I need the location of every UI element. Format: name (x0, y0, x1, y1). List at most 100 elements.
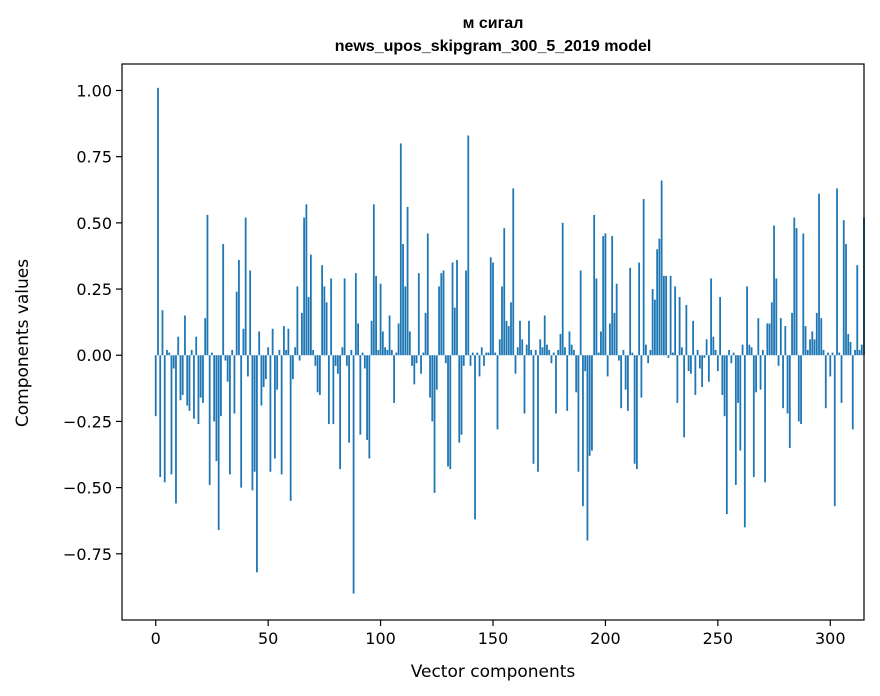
bar-307 (845, 244, 847, 356)
y-tick-label-6: 0.75 (76, 148, 112, 167)
bar-66 (303, 217, 306, 356)
bar-292 (811, 331, 814, 356)
bar-165 (525, 344, 528, 356)
bar-125 (435, 355, 438, 390)
bar-58 (285, 349, 288, 356)
bar-42 (249, 270, 252, 356)
bar-168 (532, 355, 535, 464)
bar-90 (357, 323, 359, 356)
y-tick-label-0: −0.75 (63, 545, 112, 564)
bar-106 (393, 355, 395, 403)
bar-107 (395, 352, 398, 356)
bar-278 (779, 318, 782, 356)
bar-69 (309, 254, 312, 356)
bar-76 (325, 302, 328, 356)
bar-275 (773, 225, 775, 356)
bar-216 (640, 355, 643, 398)
bar-157 (507, 326, 510, 356)
bar-49 (265, 355, 267, 380)
bar-0 (154, 355, 157, 417)
bar-53 (274, 355, 276, 459)
bar-154 (501, 286, 503, 356)
bar-232 (676, 355, 679, 403)
bar-277 (777, 355, 780, 366)
bar-222 (653, 299, 656, 356)
bar-102 (384, 347, 386, 356)
bar-229 (669, 275, 672, 356)
bar-145 (480, 347, 483, 356)
bar-77 (327, 355, 330, 425)
bar-82 (339, 355, 341, 470)
bar-190 (582, 355, 584, 507)
bar-68 (307, 296, 310, 356)
bars (154, 87, 865, 594)
x-tick-label-250: 250 (703, 629, 734, 648)
x-tick-label-150: 150 (478, 629, 509, 648)
bar-155 (503, 228, 506, 356)
bar-46 (258, 331, 261, 356)
bar-306 (842, 220, 845, 356)
bar-84 (343, 278, 346, 356)
bar-251 (719, 296, 721, 356)
bar-302 (833, 355, 836, 507)
bar-286 (797, 355, 800, 422)
bar-245 (705, 339, 708, 356)
bar-298 (824, 355, 827, 409)
bar-254 (725, 355, 728, 515)
bar-274 (770, 302, 773, 356)
bar-200 (604, 233, 607, 356)
bar-137 (462, 355, 465, 366)
bar-36 (235, 291, 238, 356)
bar-196 (595, 278, 598, 356)
bar-227 (665, 275, 668, 356)
bar-129 (444, 355, 447, 364)
bar-140 (469, 355, 472, 366)
bar-60 (289, 355, 292, 501)
bar-195 (593, 214, 596, 356)
bar-142 (474, 355, 476, 520)
bar-191 (584, 355, 587, 372)
bar-159 (512, 188, 515, 356)
bar-31 (224, 355, 227, 361)
bar-177 (552, 352, 555, 356)
bar-15 (188, 355, 191, 411)
bar-17 (193, 355, 195, 419)
bar-237 (687, 355, 690, 372)
bar-169 (534, 349, 537, 356)
bar-234 (680, 347, 683, 356)
bar-204 (613, 312, 616, 356)
bar-131 (449, 355, 452, 470)
bar-74 (321, 265, 324, 356)
bar-221 (651, 289, 654, 356)
bar-112 (406, 206, 409, 356)
bar-188 (577, 355, 580, 472)
bar-12 (181, 355, 184, 395)
y-axis-label: Components values (13, 259, 33, 427)
bar-259 (737, 355, 739, 403)
bar-228 (667, 355, 670, 358)
bar-123 (431, 355, 434, 422)
bar-301 (831, 352, 834, 356)
bar-133 (453, 307, 456, 356)
bar-186 (573, 349, 575, 356)
bar-212 (631, 352, 634, 356)
bar-230 (671, 352, 674, 356)
bar-300 (829, 355, 832, 377)
bar-250 (716, 355, 719, 372)
bar-287 (800, 355, 802, 425)
bar-246 (707, 355, 710, 382)
bar-269 (759, 355, 762, 390)
bar-283 (791, 312, 793, 356)
bar-197 (597, 352, 600, 356)
bar-138 (465, 270, 467, 356)
bar-62 (294, 347, 297, 356)
bar-187 (575, 355, 578, 393)
bar-253 (723, 355, 726, 417)
bar-271 (764, 355, 766, 483)
bar-214 (636, 355, 638, 470)
bar-11 (179, 355, 182, 401)
bar-313 (858, 349, 861, 356)
bar-202 (609, 323, 611, 356)
bar-113 (408, 331, 411, 356)
